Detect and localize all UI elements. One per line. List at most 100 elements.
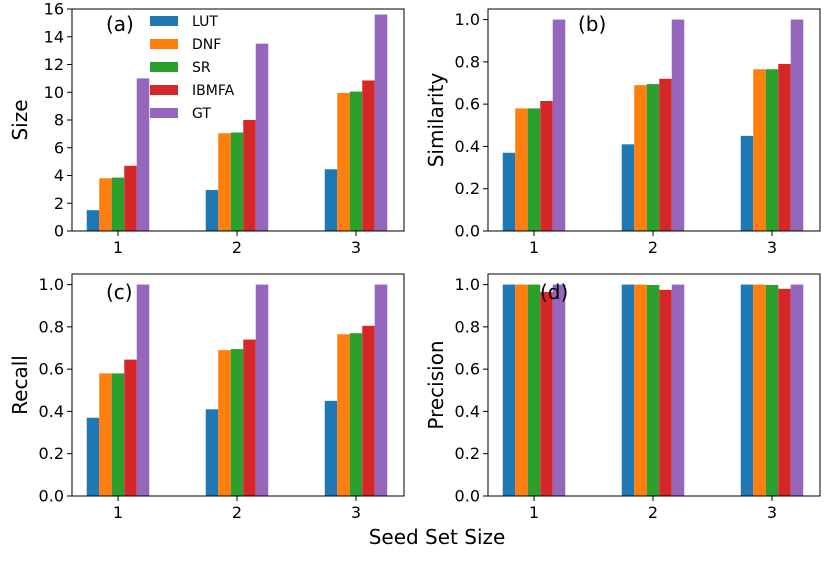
x-tick-label: 2 <box>232 503 242 522</box>
legend-label-ibmfa: IBMFA <box>192 83 235 99</box>
bar-sr-3 <box>349 91 363 231</box>
x-tick-label: 2 <box>232 238 242 257</box>
y-tick-label: 0.0 <box>39 487 64 506</box>
bar-gt-2 <box>255 43 269 231</box>
bar-lut-1 <box>502 284 516 496</box>
y-tick-label: 0.2 <box>455 444 480 463</box>
y-tick-label: 14 <box>44 27 64 46</box>
bar-ibmfa-3 <box>778 288 791 496</box>
chart-panel-4: 0.0 0.2 0.4 0.6 0.8 1.0 1 2 3 Precision (d) <box>424 273 821 522</box>
legend: LUT DNF SR IBMFA GT <box>150 14 235 122</box>
bar-sr-1 <box>111 373 125 496</box>
y-tick-label: 0.2 <box>39 444 64 463</box>
y-tick-label: 0.4 <box>455 402 480 421</box>
bar-dnf-2 <box>634 85 647 231</box>
legend-swatch-gt <box>150 108 178 118</box>
y-tick-label: 1.0 <box>39 275 64 294</box>
bar-dnf-3 <box>337 334 350 496</box>
panel-label: (a) <box>106 12 134 36</box>
plot-frame <box>487 273 821 497</box>
bar-dnf-1 <box>99 178 112 231</box>
bar-dnf-1 <box>515 284 528 496</box>
y-axis-label: Size <box>8 99 32 140</box>
y-tick-label: 1.0 <box>455 10 480 29</box>
y-tick-label: 0.0 <box>455 487 480 506</box>
bar-gt-2 <box>255 284 269 496</box>
bar-lut-2 <box>205 190 219 231</box>
bar-ibmfa-2 <box>243 120 256 231</box>
y-tick-label: 0 <box>54 222 64 241</box>
bar-gt-1 <box>136 284 150 496</box>
bar-gt-3 <box>790 19 804 231</box>
legend-swatch-sr <box>150 62 178 72</box>
y-axis-label: Precision <box>424 340 448 429</box>
y-tick-label: 0.8 <box>39 317 64 336</box>
x-tick-label: 3 <box>767 503 777 522</box>
bar-gt-1 <box>136 78 150 232</box>
bar-sr-1 <box>111 177 125 231</box>
bar-dnf-3 <box>753 69 766 231</box>
bar-sr-2 <box>646 284 660 496</box>
x-tick-label: 1 <box>113 503 123 522</box>
bar-lut-3 <box>324 169 338 231</box>
bar-lut-1 <box>502 152 516 231</box>
bar-sr-1 <box>527 108 541 231</box>
bar-sr-2 <box>230 132 244 231</box>
panel-label: (b) <box>578 12 606 36</box>
bar-gt-3 <box>374 14 388 231</box>
x-tick-label: 1 <box>529 503 539 522</box>
x-tick-label: 1 <box>113 238 123 257</box>
bar-dnf-1 <box>515 108 528 231</box>
bar-lut-3 <box>324 400 338 496</box>
bar-dnf-2 <box>218 350 231 496</box>
panel-label: (d) <box>540 280 568 304</box>
legend-label-sr: SR <box>192 60 211 76</box>
y-tick-label: 1.0 <box>455 275 480 294</box>
bar-dnf-2 <box>634 284 647 496</box>
chart-panel-3: 0.0 0.2 0.4 0.6 0.8 1.0 1 2 3 Recall (c) <box>8 273 405 522</box>
bar-sr-3 <box>765 69 779 231</box>
bar-ibmfa-1 <box>540 291 553 496</box>
bar-sr-3 <box>765 284 779 496</box>
y-axis-label: Similarity <box>424 73 448 168</box>
bar-ibmfa-2 <box>659 78 672 232</box>
bar-lut-1 <box>86 210 100 231</box>
bar-ibmfa-2 <box>659 289 672 496</box>
bar-sr-2 <box>230 349 244 496</box>
y-tick-label: 2 <box>54 194 64 213</box>
bar-ibmfa-1 <box>124 165 137 231</box>
y-tick-label: 10 <box>44 83 64 102</box>
bar-gt-1 <box>552 284 566 496</box>
x-tick-label: 3 <box>351 503 361 522</box>
y-tick-label: 4 <box>54 166 64 185</box>
y-axis-label: Recall <box>8 355 32 415</box>
chart-panel-2: 0.0 0.2 0.4 0.6 0.8 1.0 1 2 3 Similarity (b) <box>424 8 821 257</box>
x-axis-label: Seed Set Size <box>369 525 506 549</box>
panel-label: (c) <box>106 280 133 304</box>
bar-dnf-2 <box>218 133 231 231</box>
bar-ibmfa-3 <box>362 80 375 232</box>
bar-gt-2 <box>671 19 685 231</box>
bar-dnf-3 <box>753 284 766 496</box>
bar-ibmfa-3 <box>778 63 791 231</box>
bar-ibmfa-2 <box>243 339 256 496</box>
x-tick-label: 3 <box>767 238 777 257</box>
x-tick-label: 1 <box>529 238 539 257</box>
bar-gt-2 <box>671 284 685 496</box>
bar-dnf-1 <box>99 373 112 496</box>
y-tick-label: 0.4 <box>455 137 480 156</box>
legend-swatch-dnf <box>150 39 178 49</box>
bar-dnf-3 <box>337 92 350 231</box>
legend-label-lut: LUT <box>192 14 218 30</box>
bar-lut-2 <box>205 409 219 496</box>
bar-lut-2 <box>621 284 635 496</box>
plot-frame <box>487 8 821 232</box>
y-tick-label: 8 <box>54 111 64 130</box>
bar-gt-1 <box>552 19 566 231</box>
legend-swatch-lut <box>150 16 178 26</box>
y-tick-label: 0.2 <box>455 179 480 198</box>
y-tick-label: 12 <box>44 55 64 74</box>
